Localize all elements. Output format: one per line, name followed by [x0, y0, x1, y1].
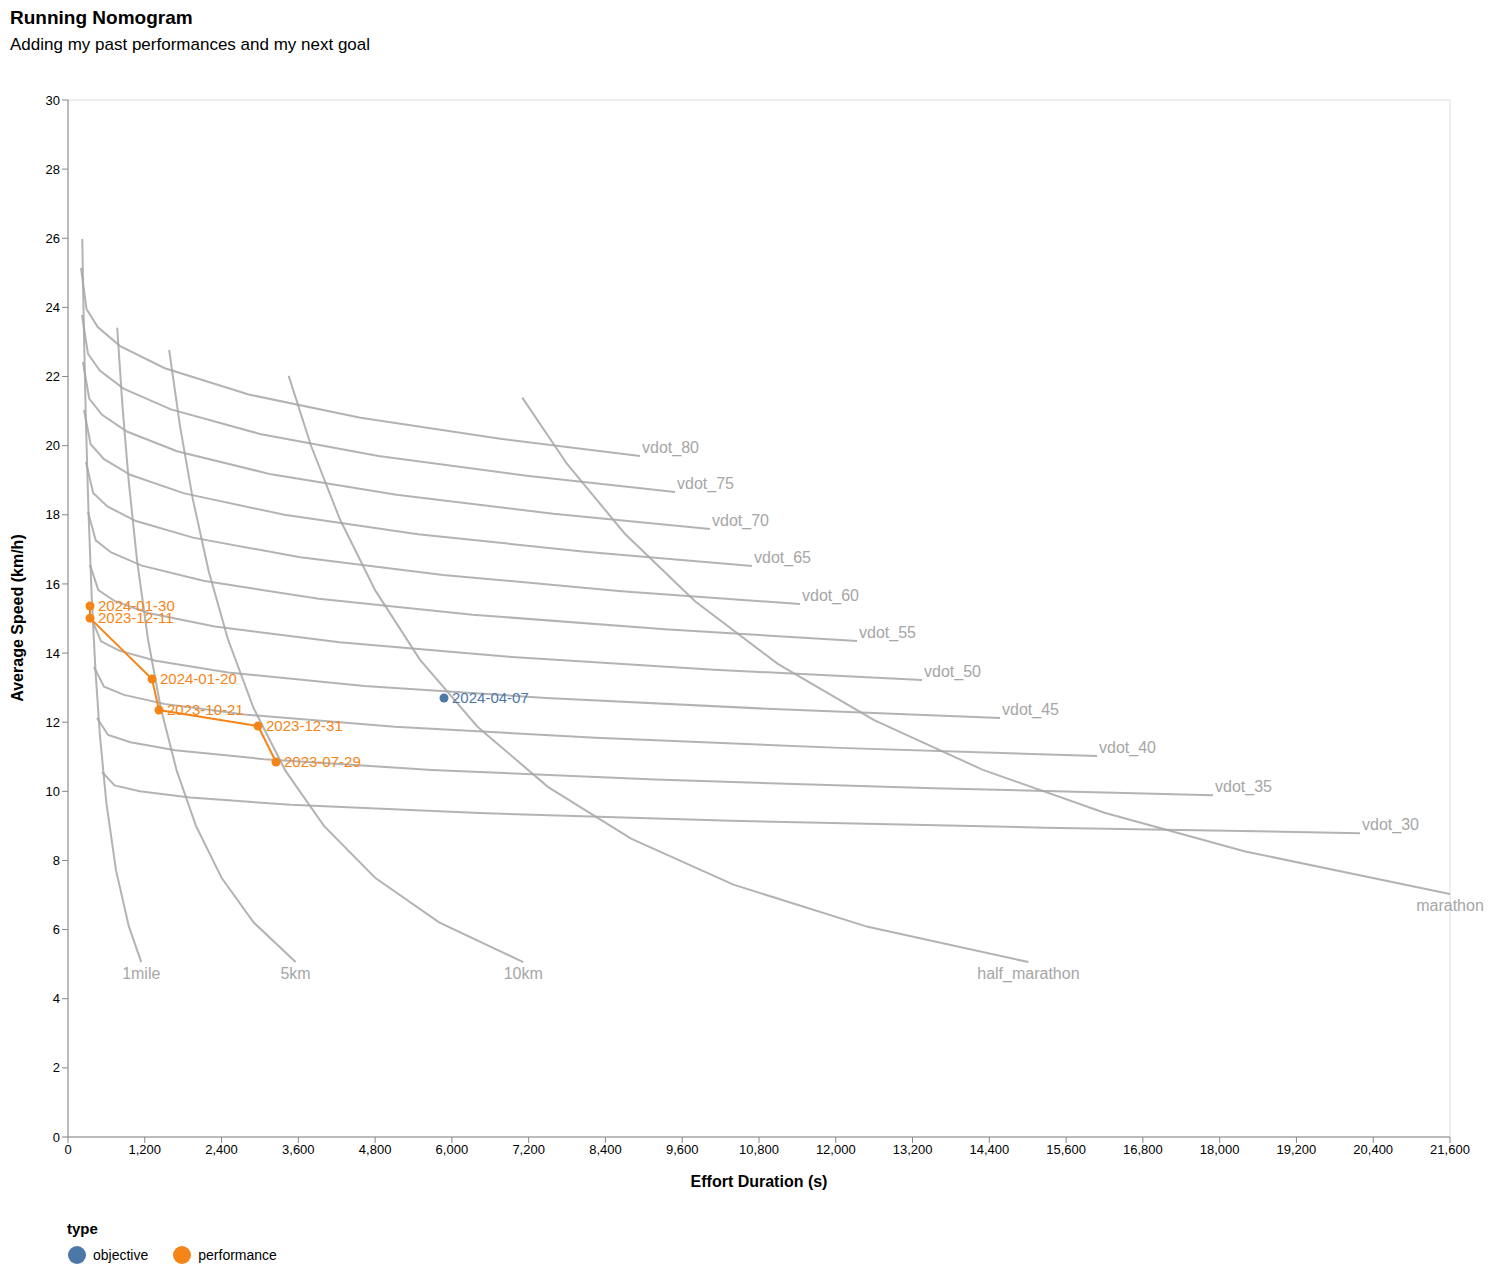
svg-text:14,400: 14,400 — [969, 1142, 1009, 1157]
svg-text:7,200: 7,200 — [512, 1142, 545, 1157]
svg-text:vdot_60: vdot_60 — [802, 587, 859, 605]
svg-text:13,200: 13,200 — [893, 1142, 933, 1157]
svg-text:4,800: 4,800 — [359, 1142, 392, 1157]
svg-text:3,600: 3,600 — [282, 1142, 315, 1157]
svg-text:24: 24 — [46, 300, 60, 315]
svg-text:10: 10 — [46, 784, 60, 799]
svg-text:10,800: 10,800 — [739, 1142, 779, 1157]
svg-text:16,800: 16,800 — [1123, 1142, 1163, 1157]
html-text:type: type — [67, 1220, 98, 1237]
svg-text:18: 18 — [46, 507, 60, 522]
svg-text:2: 2 — [53, 1060, 60, 1075]
svg-text:marathon: marathon — [1416, 897, 1484, 914]
svg-text:vdot_50: vdot_50 — [924, 663, 981, 681]
svg-text:2023-12-11: 2023-12-11 — [98, 609, 174, 626]
svg-text:12,000: 12,000 — [816, 1142, 856, 1157]
svg-text:vdot_70: vdot_70 — [712, 512, 769, 530]
svg-text:30: 30 — [46, 93, 60, 108]
svg-text:18,000: 18,000 — [1200, 1142, 1240, 1157]
html-text:Adding my past performances an: Adding my past performances and my next … — [10, 35, 370, 54]
svg-text:vdot_40: vdot_40 — [1099, 739, 1156, 757]
svg-text:0: 0 — [53, 1130, 60, 1145]
svg-text:1,200: 1,200 — [129, 1142, 162, 1157]
svg-text:2024-04-07: 2024-04-07 — [452, 689, 529, 706]
svg-text:19,200: 19,200 — [1277, 1142, 1317, 1157]
svg-text:2,400: 2,400 — [205, 1142, 238, 1157]
svg-text:20,400: 20,400 — [1353, 1142, 1393, 1157]
svg-text:vdot_65: vdot_65 — [754, 549, 811, 567]
svg-text:28: 28 — [46, 162, 60, 177]
svg-text:4: 4 — [53, 991, 60, 1006]
svg-text:21,600: 21,600 — [1430, 1142, 1470, 1157]
svg-text:5km: 5km — [280, 965, 310, 982]
svg-text:vdot_80: vdot_80 — [642, 439, 699, 457]
svg-text:14: 14 — [46, 646, 60, 661]
svg-text:2023-12-31: 2023-12-31 — [266, 717, 343, 734]
svg-text:10km: 10km — [504, 965, 543, 982]
svg-text:half_marathon: half_marathon — [977, 965, 1079, 983]
svg-text:2024-01-30: 2024-01-30 — [98, 597, 175, 615]
svg-text:vdot_45: vdot_45 — [1002, 701, 1059, 719]
svg-text:vdot_35: vdot_35 — [1215, 778, 1272, 796]
svg-text:vdot_55: vdot_55 — [859, 624, 916, 642]
html-text:objective: objective — [93, 1247, 149, 1263]
svg-text:6,000: 6,000 — [436, 1142, 469, 1157]
svg-text:9,600: 9,600 — [666, 1142, 699, 1157]
html-text:Average Speed (km/h): Average Speed (km/h) — [9, 534, 26, 702]
svg-text:2023-10-21: 2023-10-21 — [167, 701, 244, 718]
svg-text:6: 6 — [53, 922, 60, 937]
svg-text:1mile: 1mile — [122, 965, 160, 982]
svg-text:20: 20 — [46, 438, 60, 453]
svg-text:16: 16 — [46, 577, 60, 592]
html-text:Running Nomogram: Running Nomogram — [10, 7, 193, 28]
svg-text:2023-07-29: 2023-07-29 — [284, 753, 361, 770]
svg-text:22: 22 — [46, 369, 60, 384]
svg-text:8,400: 8,400 — [589, 1142, 622, 1157]
svg-text:26: 26 — [46, 231, 60, 246]
svg-text:15,600: 15,600 — [1046, 1142, 1086, 1157]
html-text:Effort Duration (s): Effort Duration (s) — [690, 1173, 828, 1190]
svg-text:12: 12 — [46, 715, 60, 730]
svg-text:0: 0 — [64, 1142, 71, 1157]
svg-text:8: 8 — [53, 853, 60, 868]
svg-text:vdot_75: vdot_75 — [677, 475, 734, 493]
svg-text:vdot_30: vdot_30 — [1362, 816, 1419, 834]
svg-text:2024-01-20: 2024-01-20 — [160, 670, 237, 687]
html-text:performance: performance — [198, 1247, 277, 1263]
